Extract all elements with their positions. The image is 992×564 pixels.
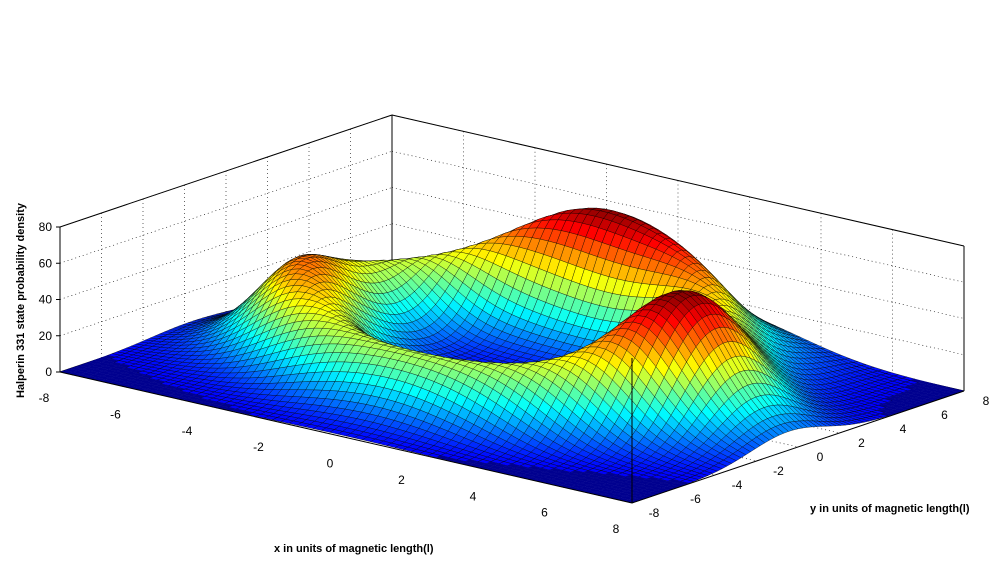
y-tick-label: 6 — [941, 408, 948, 422]
z-tick-labels: 0 20 40 60 80 — [39, 220, 60, 379]
x-tick-label: 0 — [327, 457, 334, 471]
y-tick-label: -8 — [649, 506, 660, 520]
x-tick-label: -2 — [253, 440, 264, 454]
y-tick-label: 8 — [983, 394, 990, 408]
axis-edge — [631, 390, 965, 504]
z-tick-label: 80 — [39, 220, 53, 234]
axis-edge — [59, 114, 393, 228]
z-tick-label: 20 — [39, 329, 53, 343]
y-tick-label: -2 — [773, 464, 784, 478]
axis-edge — [59, 371, 633, 504]
z-tick-label: 60 — [39, 256, 53, 270]
x-tick-label: -6 — [110, 407, 121, 421]
x-tick-label: 2 — [398, 473, 405, 487]
y-axis-label: y in units of magnetic length(l) — [810, 503, 970, 515]
y-tick-labels: -8 -6 -4 -2 0 2 4 6 8 — [649, 394, 990, 520]
x-tick-label: -8 — [39, 391, 50, 405]
y-tick-label: 4 — [900, 422, 907, 436]
x-tick-label: -4 — [182, 424, 193, 438]
x-axis-label: x in units of magnetic length(l) — [274, 543, 434, 555]
x-tick-labels: -8 -6 -4 -2 0 2 4 6 8 — [39, 391, 620, 536]
y-tick-label: 2 — [858, 436, 865, 450]
x-tick-label: 8 — [613, 522, 620, 536]
axis-box-front — [59, 358, 965, 504]
surface-mesh — [59, 207, 965, 504]
x-tick-label: 4 — [470, 489, 477, 503]
y-tick-label: -4 — [732, 478, 743, 492]
z-axis-label: Halperin 331 state probability density — [15, 202, 27, 398]
axis-edge — [391, 114, 965, 247]
y-tick-label: -6 — [690, 492, 701, 506]
z-tick-label: 40 — [39, 293, 53, 307]
y-tick-label: 0 — [817, 450, 824, 464]
z-tick-label: 0 — [45, 365, 52, 379]
x-tick-label: 6 — [541, 506, 548, 520]
